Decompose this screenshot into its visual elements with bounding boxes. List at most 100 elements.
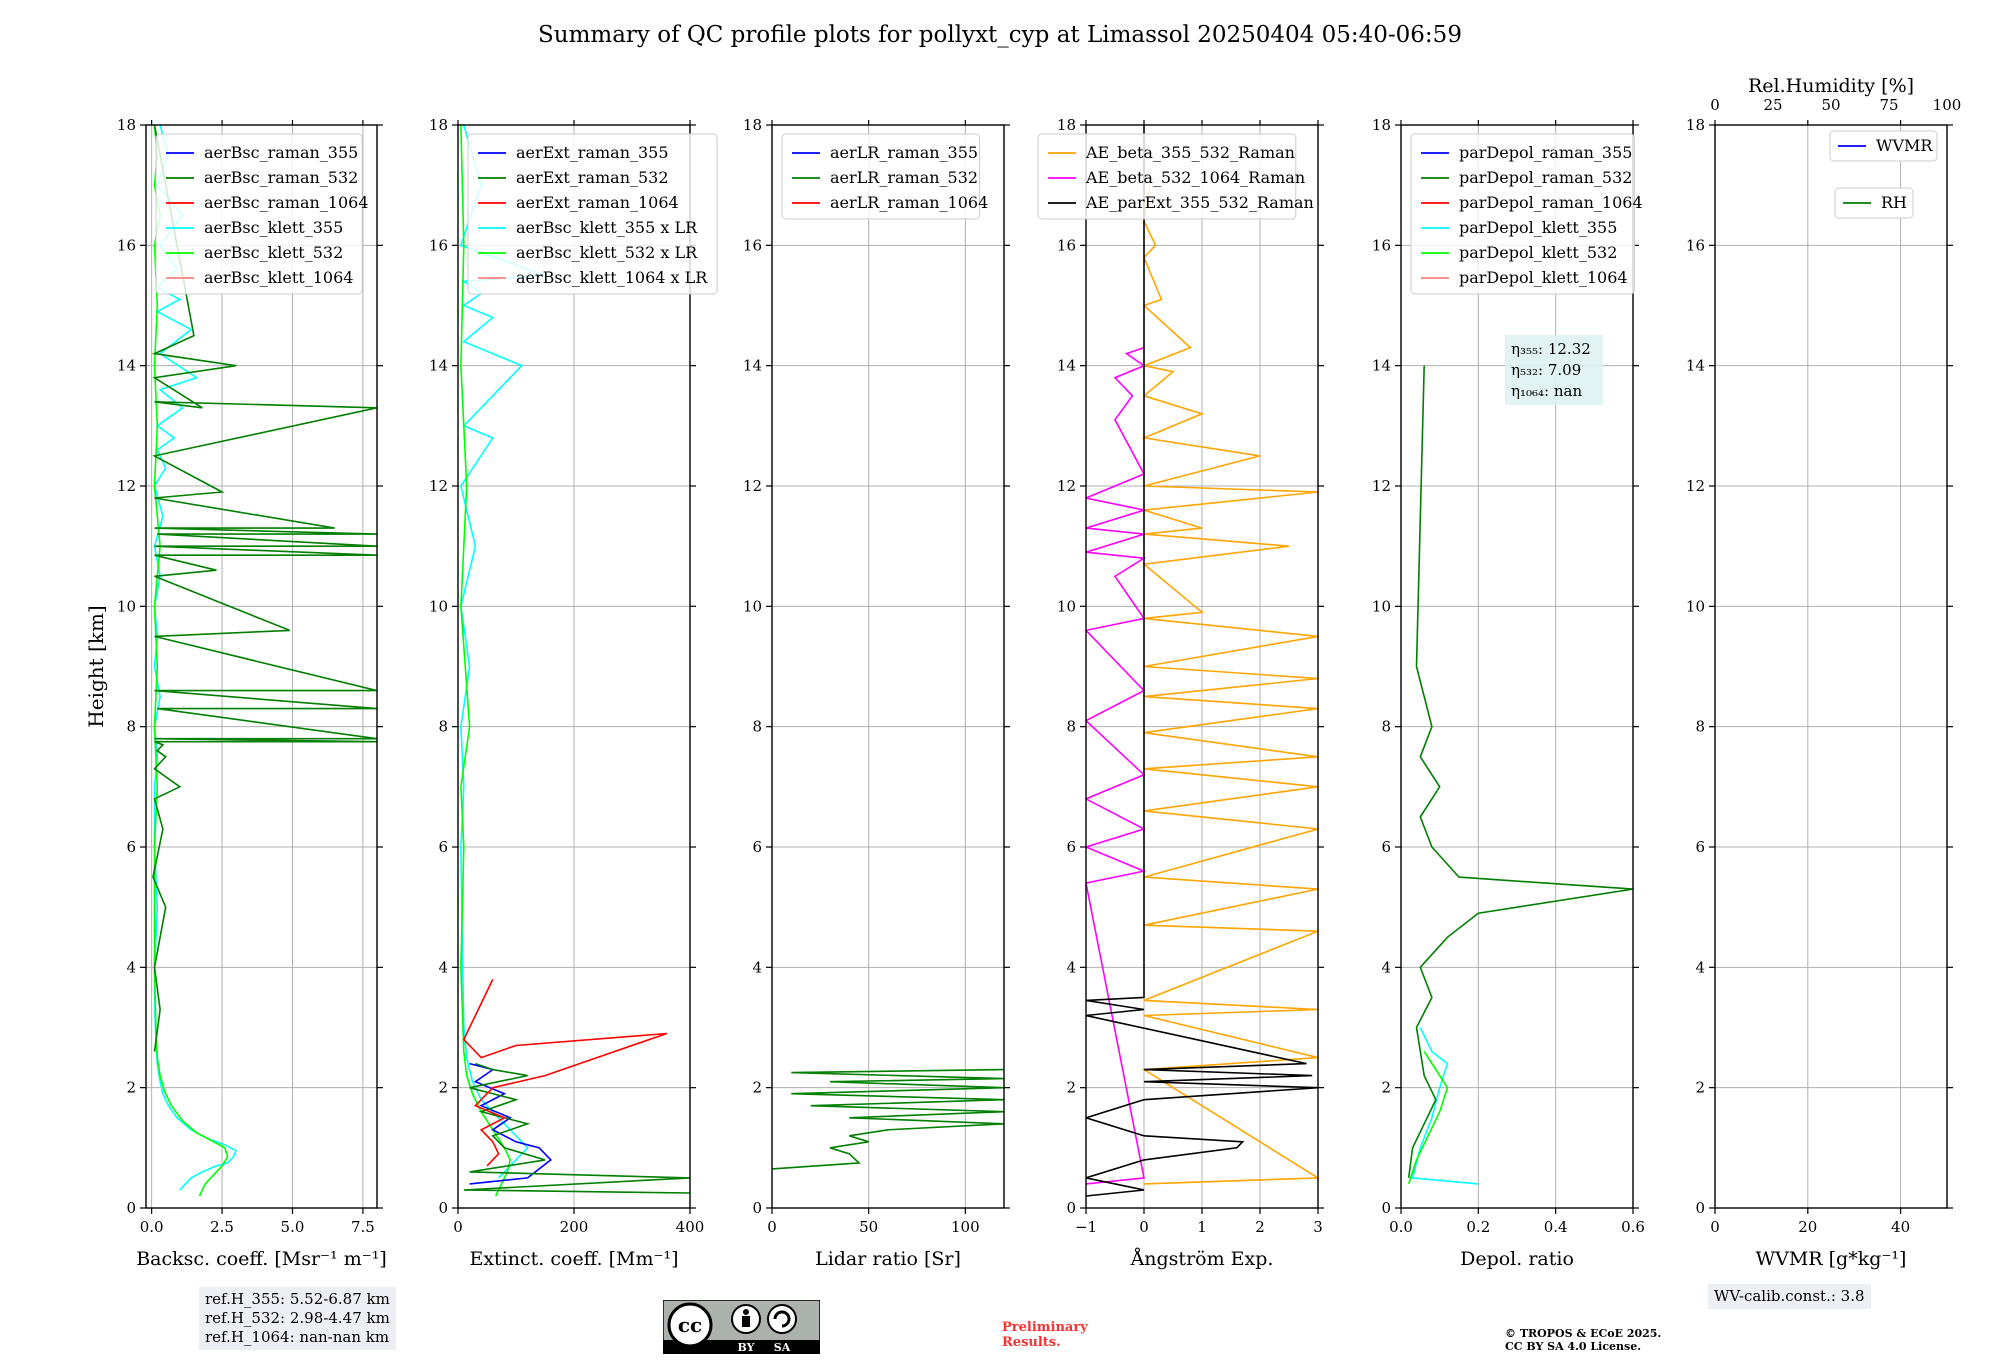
ref-height-532: ref.H_532: 2.98-4.47 km [205,1309,390,1327]
y-tick-label: 18 [117,116,136,134]
sa-icon [767,1304,797,1334]
x-tick-label: 0.4 [1544,1218,1568,1236]
legend-label: aerBsc_klett_355 x LR [516,218,698,237]
legend-box-wvmr [1829,130,1938,162]
x-tick-label: 0.0 [140,1218,164,1236]
ref-height-1064: ref.H_1064: nan-nan km [205,1328,390,1346]
rh-tick-label: 0 [1710,96,1720,114]
y-tick-label: 10 [1057,597,1076,615]
legend-label: aerBsc_klett_532 x LR [516,243,698,262]
cc-icon [667,1302,713,1348]
y-tick-label: 16 [743,236,762,254]
y-tick-label: 10 [117,597,136,615]
y-tick-label: 12 [1057,477,1076,495]
y-tick-label: 16 [1686,236,1705,254]
wv-calib-const: WV-calib.const.: 3.8 [1714,1287,1865,1305]
preliminary-line-2: Results. [1002,1335,1061,1350]
legend-label: AE_parExt_355_532_Raman [1085,193,1314,212]
y-tick-label: 6 [752,838,762,856]
eta-annotation-box [1505,335,1603,405]
legend-label: aerBsc_klett_532 [204,243,343,262]
x-tick-label: 7.5 [351,1218,375,1236]
legend-box [781,133,981,220]
series-line-aerExt_raman_532 [463,1062,690,1194]
legend-label: parDepol_raman_1064 [1459,193,1643,212]
y-axis-label: Height [km] [84,605,108,727]
y-tick-label: 6 [1381,838,1391,856]
x-axis-label: Backsc. coeff. [Msr⁻¹ m⁻¹] [136,1248,387,1270]
y-tick-label: 4 [1066,958,1076,976]
chart-title: Summary of QC profile plots for pollyxt_… [538,22,1462,48]
y-tick-label: 14 [743,357,762,375]
legend-box [467,133,718,295]
legend-label: aerLR_raman_355 [830,143,978,162]
y-tick-label: 8 [1066,718,1076,736]
x-tick-label: 0.0 [1389,1218,1413,1236]
y-tick-label: 0 [438,1199,448,1217]
eta-annotation-text: η₁₀₆₄: nan [1511,382,1582,400]
sa-label: SA [774,1341,791,1354]
x-tick-label: 0 [1710,1218,1720,1236]
series-line-parDepol_raman_532 [1407,365,1633,1179]
axes-frame [771,124,1005,1209]
preliminary-note: Preliminary Results. [1002,1320,1088,1350]
y-tick-label: 6 [438,838,448,856]
y-tick-label: 6 [126,838,136,856]
y-tick-label: 8 [1381,718,1391,736]
rh-tick-label: 25 [1763,96,1782,114]
x-tick-label: 3 [1313,1218,1323,1236]
x-tick-label: 400 [676,1218,705,1236]
y-tick-label: 12 [1372,477,1391,495]
y-tick-label: 14 [117,357,136,375]
y-tick-label: 8 [438,718,448,736]
legend-label: parDepol_klett_532 [1459,243,1617,262]
x-tick-label: 5.0 [281,1218,305,1236]
series-line-aerExt_raman_355 [469,1062,552,1185]
y-tick-label: 16 [117,236,136,254]
y-tick-label: 18 [1372,116,1391,134]
y-tick-label: 8 [126,718,136,736]
x-axis-label: Lidar ratio [Sr] [815,1248,961,1270]
rh-axis-label: Rel.Humidity [%] [1748,75,1914,97]
y-tick-label: 6 [1066,838,1076,856]
wv-calib-box: WV-calib.const.: 3.8 [1708,1284,1871,1309]
y-tick-label: 0 [126,1199,136,1217]
legend-label: parDepol_raman_532 [1459,168,1632,187]
y-tick-label: 12 [429,477,448,495]
y-tick-label: 10 [743,597,762,615]
legend-label: aerBsc_klett_355 [204,218,343,237]
legend-label: aerBsc_klett_1064 x LR [516,268,708,287]
y-tick-label: 16 [429,236,448,254]
ref-height-355: ref.H_355: 5.52-6.87 km [205,1290,390,1308]
eta-annotation-text: η₅₃₂: 7.09 [1511,361,1581,379]
y-tick-label: 2 [1066,1079,1076,1097]
x-tick-label: 0 [767,1218,777,1236]
panel-depol: 0.0 0.2 0.4 0.6 Depol. ratio 0 2 4 6 8 10 12 14 16 18 p… [1372,116,1645,1270]
by-label: BY [738,1341,755,1354]
legend-label: aerExt_raman_355 [516,143,669,162]
y-tick-label: 18 [1057,116,1076,134]
series-line-parDepol_klett_355 [1411,1027,1479,1185]
y-tick-label: 12 [1686,477,1705,495]
y-tick-label: 0 [1695,1199,1705,1217]
y-tick-label: 0 [752,1199,762,1217]
series-line-aerBsc_klett_532 x LR [460,125,512,1197]
preliminary-line-1: Preliminary [1002,1320,1088,1335]
series-line-AE_parExt_355_532_Raman [1086,125,1318,1197]
y-tick-label: 10 [1372,597,1391,615]
copyright-line-1: © TROPOS & ECoE 2025. [1505,1327,1662,1340]
legend-box-rh [1834,187,1914,219]
y-tick-label: 0 [1381,1199,1391,1217]
y-tick-label: 8 [1695,718,1705,736]
x-axis-label: Depol. ratio [1460,1248,1574,1270]
x-tick-label: −1 [1075,1218,1097,1236]
cc-license-badge: cc BY SA [663,1300,820,1354]
legend-box [1410,133,1635,295]
y-tick-label: 8 [752,718,762,736]
x-tick-label: 20 [1798,1218,1817,1236]
ref-height-box: ref.H_355: 5.52-6.87 km ref.H_532: 2.98-… [199,1287,396,1350]
rh-tick-label: 50 [1821,96,1840,114]
legend-label: parDepol_klett_1064 [1459,268,1628,287]
